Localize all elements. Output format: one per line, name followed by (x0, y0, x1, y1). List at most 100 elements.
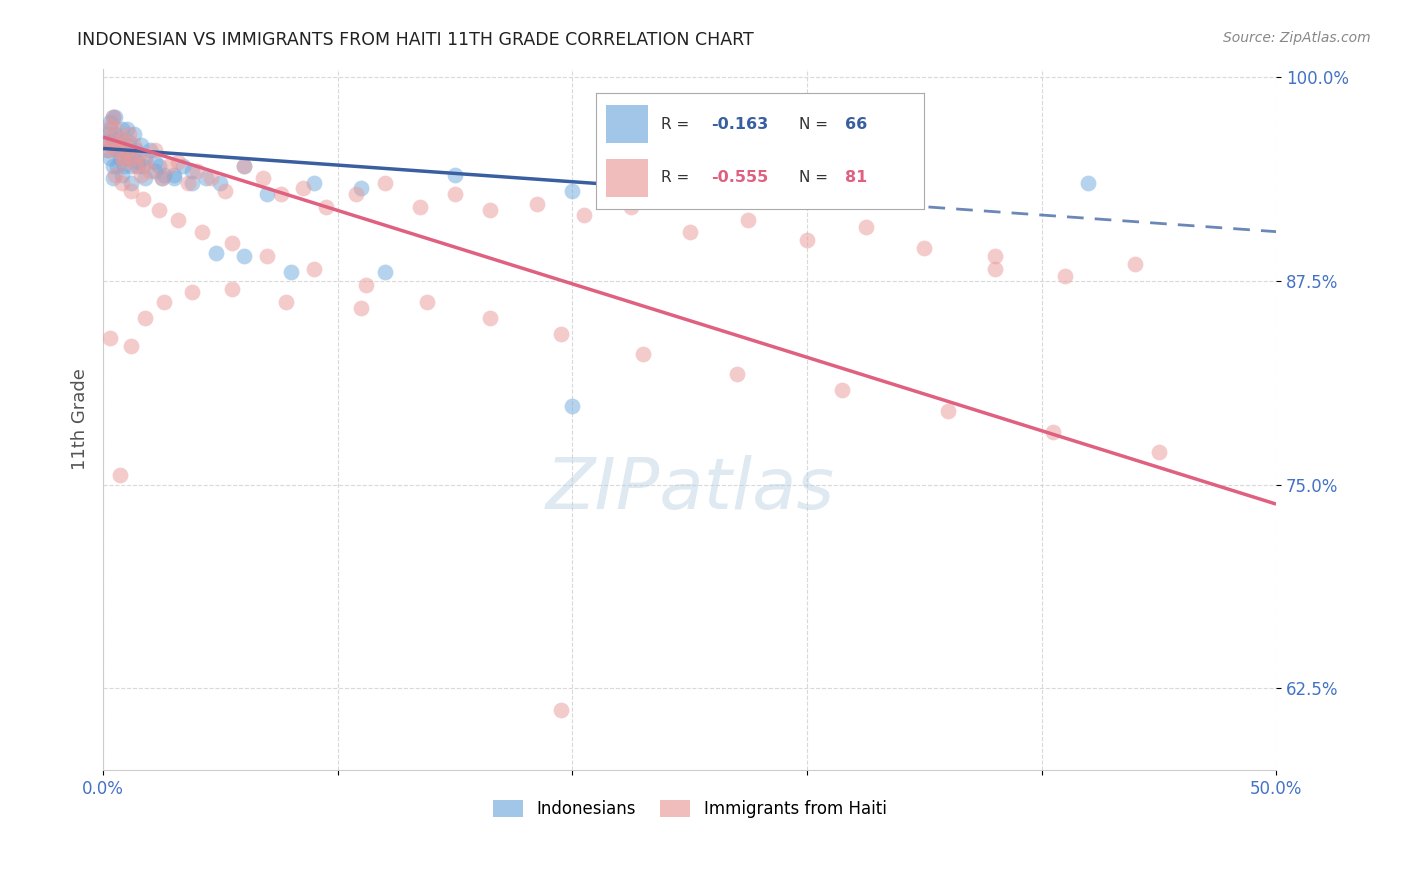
Point (162, 168, 184, 182)
Point (304, 262, 326, 277)
Point (256, 187, 278, 202)
Point (725, 367, 748, 381)
Point (176, 176, 198, 190)
Point (416, 294, 439, 309)
Point (139, 164, 162, 178)
Point (181, 285, 204, 299)
Point (148, 203, 170, 218)
Point (98, 121, 121, 136)
Point (181, 164, 204, 178)
Point (112, 154, 135, 169)
Point (1123, 257, 1146, 271)
Point (936, 404, 959, 418)
Point (195, 170, 218, 185)
Point (181, 176, 204, 190)
Point (108, 138, 131, 153)
Point (139, 143, 162, 157)
Point (1147, 445, 1170, 459)
Point (97, 143, 120, 157)
Point (200, 170, 222, 185)
Point (104, 168, 127, 182)
Point (97, 127, 120, 141)
Point (98, 151, 121, 165)
Point (118, 127, 141, 141)
Point (111, 176, 134, 190)
Point (204, 245, 226, 260)
Point (104, 138, 127, 153)
Point (112, 143, 135, 157)
Point (631, 347, 654, 361)
Point (304, 176, 326, 190)
Point (157, 160, 180, 174)
Point (172, 160, 194, 174)
Point (167, 213, 190, 227)
Point (350, 301, 373, 316)
Point (127, 148, 149, 162)
Point (94, 131, 117, 145)
Point (120, 151, 142, 165)
Point (842, 184, 865, 198)
Point (221, 236, 243, 251)
Point (111, 138, 134, 153)
Point (678, 176, 700, 190)
Point (127, 160, 149, 174)
Point (111, 168, 134, 182)
Point (855, 219, 877, 234)
Point (983, 249, 1005, 263)
Point (120, 339, 142, 353)
Point (105, 143, 128, 157)
Y-axis label: 11th Grade: 11th Grade (72, 368, 89, 470)
Point (620, 200, 643, 214)
Point (796, 233, 818, 247)
Point (132, 192, 155, 206)
Point (101, 160, 124, 174)
Point (115, 143, 138, 157)
Point (143, 154, 166, 169)
Point (111, 121, 134, 136)
Point (104, 127, 127, 141)
Point (479, 311, 502, 326)
Point (98, 115, 121, 129)
Point (105, 160, 128, 174)
Point (108, 467, 131, 482)
Point (120, 148, 142, 162)
Point (118, 135, 141, 149)
Point (1053, 268, 1076, 283)
Point (374, 265, 396, 279)
Point (526, 197, 548, 211)
Point (115, 121, 138, 136)
Point (104, 121, 127, 136)
Point (111, 131, 134, 145)
Point (561, 399, 583, 413)
Point (108, 151, 131, 165)
Text: INDONESIAN VS IMMIGRANTS FROM HAITI 11TH GRADE CORRELATION CHART: INDONESIAN VS IMMIGRANTS FROM HAITI 11TH… (77, 31, 754, 49)
Point (354, 278, 377, 293)
Legend: Indonesians, Immigrants from Haiti: Indonesians, Immigrants from Haiti (486, 793, 893, 825)
Point (143, 164, 166, 178)
Point (134, 170, 156, 185)
Point (129, 168, 152, 182)
Point (153, 168, 176, 182)
Point (101, 111, 124, 125)
Point (1077, 176, 1099, 190)
Point (104, 135, 127, 149)
Point (98, 138, 121, 153)
Point (550, 703, 572, 717)
Point (115, 138, 138, 153)
Point (983, 262, 1005, 277)
Point (120, 160, 142, 174)
Point (101, 170, 124, 185)
Point (550, 327, 572, 342)
Point (118, 151, 141, 165)
Point (737, 213, 759, 227)
Point (112, 160, 135, 174)
Point (444, 168, 467, 182)
Point (280, 265, 302, 279)
Point (108, 131, 131, 145)
Point (162, 170, 184, 185)
Point (98, 119, 121, 133)
Point (104, 111, 127, 125)
Point (232, 160, 254, 174)
Point (561, 184, 583, 198)
Point (120, 184, 142, 198)
